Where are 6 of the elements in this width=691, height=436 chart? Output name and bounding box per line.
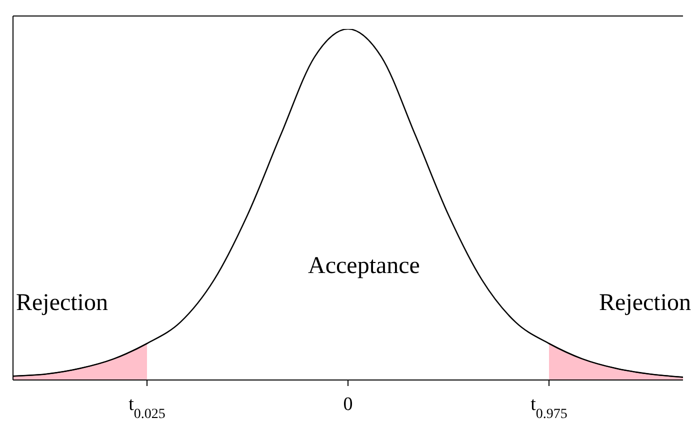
x-tick-label: t$_{0.975}$ — [530, 394, 568, 422]
x-tick-label: t$_{0.025}$ — [128, 394, 166, 422]
annotation: Rejection — [599, 289, 691, 317]
annotation: Rejection — [16, 289, 108, 317]
x-tick-label: 0 — [343, 394, 353, 415]
annotation: Acceptance — [308, 252, 420, 280]
